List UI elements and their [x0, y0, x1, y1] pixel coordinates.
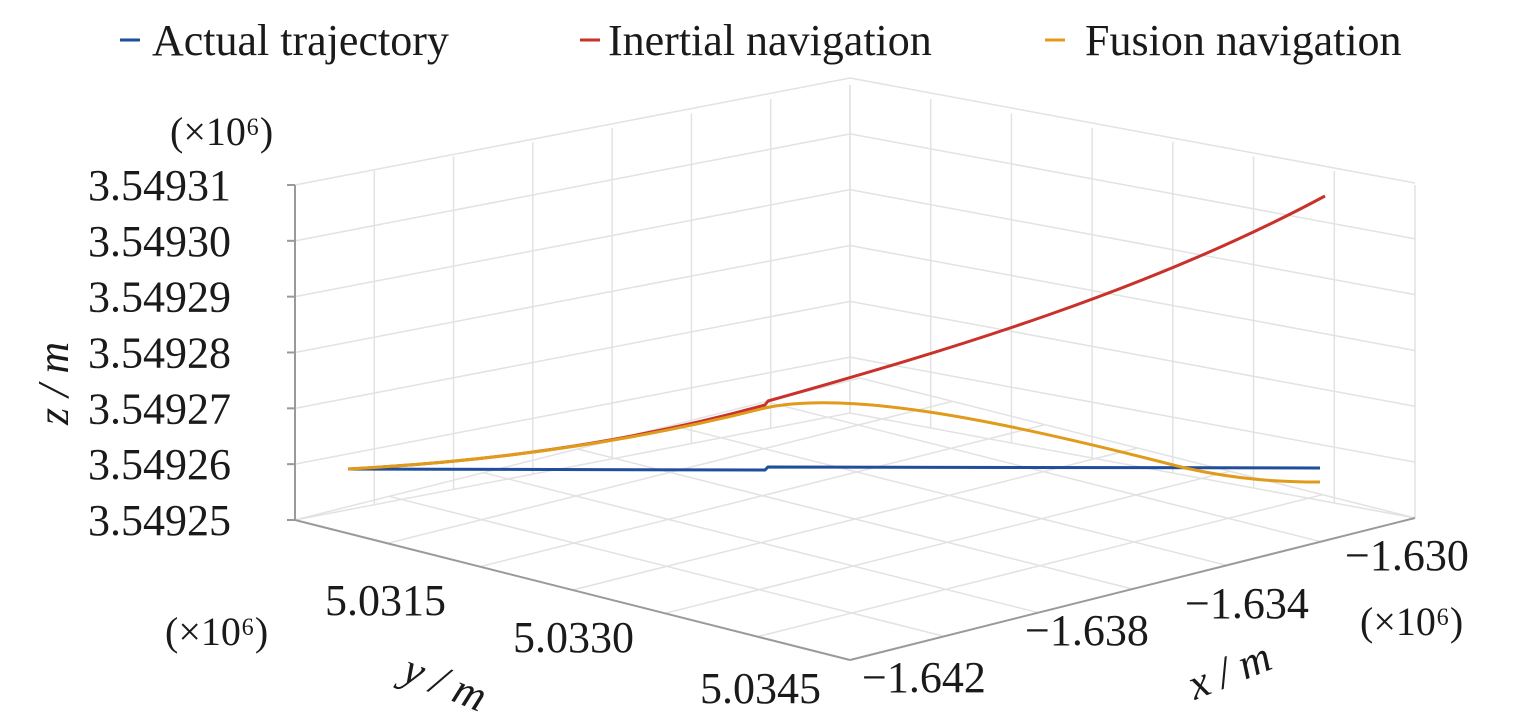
x-axis-label: x / m [1179, 632, 1278, 710]
z-tick-label: 3.54931 [88, 161, 231, 210]
z-axis-label: z / m [29, 342, 78, 426]
x-tick-label: −1.638 [1025, 606, 1149, 655]
y-axis-line [294, 519, 851, 661]
grid-line [294, 188, 1416, 298]
z-tick-label: 3.54930 [88, 217, 231, 266]
z-tick-label: 3.54929 [88, 273, 231, 322]
grid-line [765, 400, 1322, 543]
z-tick-labels: 3.54931 3.54930 3.54929 3.54928 3.54927 3.549… [88, 161, 295, 545]
legend: Actual trajectory Inertial navigation Fu… [120, 16, 1402, 65]
y-tick-label: 5.0330 [513, 613, 634, 662]
y-tick-label: 5.0315 [325, 576, 446, 625]
legend-label-actual: Actual trajectory [152, 16, 449, 65]
x-tick-label: −1.634 [1185, 579, 1309, 628]
legend-label-inertial: Inertial navigation [608, 16, 932, 65]
z-tick-label: 3.54928 [88, 329, 231, 378]
y-tick-labels: 5.0315 5.0330 5.0345 [325, 576, 821, 713]
grid-line [294, 300, 1416, 410]
legend-label-fusion: Fusion navigation [1085, 16, 1402, 65]
series-line-actual [347, 465, 1321, 472]
z-tick-label: 3.54926 [88, 440, 231, 489]
x-axis-line [849, 517, 1416, 661]
grid-line [294, 412, 1416, 521]
series-line-inertial [347, 194, 1326, 471]
z-tick-label: 3.54925 [88, 496, 231, 545]
z-axis-multiplier: (×10⁶) [170, 109, 273, 154]
x-tick-labels: −1.642 −1.638 −1.634 −1.630 [862, 531, 1469, 702]
y-axis-label: y / m [393, 642, 494, 721]
y-axis-multiplier: (×10⁶) [165, 609, 268, 654]
series-lines [347, 194, 1326, 484]
grid-lines [294, 77, 1416, 661]
grid-line [294, 244, 1416, 354]
x-tick-label: −1.630 [1345, 531, 1469, 580]
grid-line [294, 77, 1416, 186]
x-axis-multiplier: (×10⁶) [1360, 599, 1463, 644]
y-tick-label: 5.0345 [700, 664, 821, 713]
grid-line [294, 133, 1416, 242]
series-line-fusion [347, 401, 1321, 484]
x-tick-label: −1.642 [862, 653, 986, 702]
grid-line [859, 377, 1416, 519]
z-tick-label: 3.54927 [88, 384, 231, 433]
grid-line [294, 356, 1416, 465]
